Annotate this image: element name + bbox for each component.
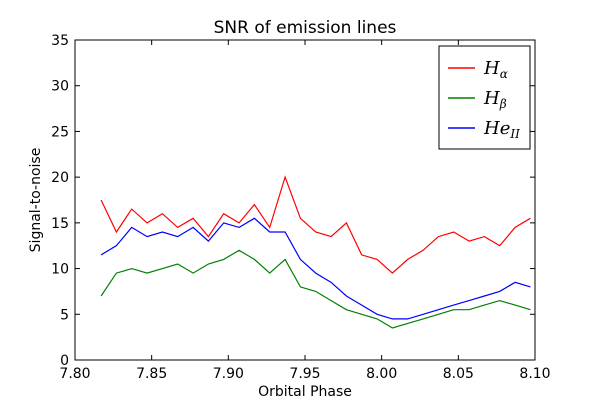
y-tick-label: 15 [51, 216, 69, 232]
chart-title: SNR of emission lines [214, 18, 397, 38]
x-tick-label: 7.85 [136, 366, 167, 382]
series-layer [100, 175, 531, 329]
y-tick-label: 30 [51, 79, 69, 95]
x-axis-title: Orbital Phase [258, 384, 352, 400]
y-tick-label: 25 [51, 124, 69, 140]
series-line-3 [100, 217, 531, 320]
y-axis-title: Signal-to-noise [28, 148, 44, 253]
series-line-2 [100, 249, 531, 329]
y-tick-label: 5 [60, 307, 69, 323]
y-tick-label: 35 [51, 33, 69, 49]
ticks-layer: 7.80 7.85 7.90 7.95 8.00 8.05 8.10 0 5 10 15 20 25 30… [51, 33, 550, 382]
x-tick-label: 8.10 [519, 366, 550, 382]
x-tick-label: 8.05 [443, 366, 474, 382]
series-line-1 [100, 175, 531, 274]
y-tick-label: 10 [51, 262, 69, 278]
x-tick-label: 7.80 [59, 366, 90, 382]
y-tick-label: 20 [51, 170, 69, 186]
x-tick-label: 7.90 [213, 366, 244, 382]
x-tick-label: 7.95 [289, 366, 320, 382]
x-tick-label: 8.00 [366, 366, 397, 382]
y-tick-label: 0 [60, 353, 69, 369]
